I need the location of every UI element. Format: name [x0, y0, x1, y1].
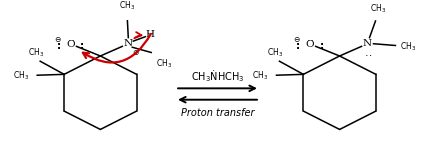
- Text: CH$_3$ṄHCH$_3$: CH$_3$ṄHCH$_3$: [191, 68, 245, 84]
- Text: CH$_3$: CH$_3$: [119, 0, 135, 12]
- Text: H: H: [146, 30, 155, 39]
- Text: ‥: ‥: [68, 34, 75, 43]
- Text: :: :: [56, 41, 61, 51]
- Text: CH$_3$: CH$_3$: [400, 40, 416, 53]
- Text: N: N: [363, 39, 372, 48]
- Text: CH$_3$: CH$_3$: [252, 70, 268, 82]
- Text: Proton transfer: Proton transfer: [181, 108, 255, 118]
- Text: CH$_3$: CH$_3$: [28, 46, 44, 59]
- Text: :: :: [80, 41, 84, 51]
- Text: CH$_3$: CH$_3$: [13, 70, 29, 82]
- Text: $\oplus$: $\oplus$: [132, 48, 140, 57]
- Text: $\ominus$: $\ominus$: [54, 35, 61, 44]
- Text: CH$_3$: CH$_3$: [156, 58, 172, 70]
- Text: O: O: [66, 40, 75, 49]
- Text: ‥: ‥: [365, 48, 372, 58]
- Text: $\ominus$: $\ominus$: [293, 35, 301, 44]
- Text: ‥: ‥: [307, 34, 314, 43]
- Text: :: :: [319, 41, 324, 51]
- Text: N: N: [124, 39, 133, 48]
- Text: CH$_3$: CH$_3$: [267, 46, 284, 59]
- Text: CH$_3$: CH$_3$: [371, 2, 387, 15]
- Text: O: O: [305, 40, 314, 49]
- Text: :: :: [296, 41, 300, 51]
